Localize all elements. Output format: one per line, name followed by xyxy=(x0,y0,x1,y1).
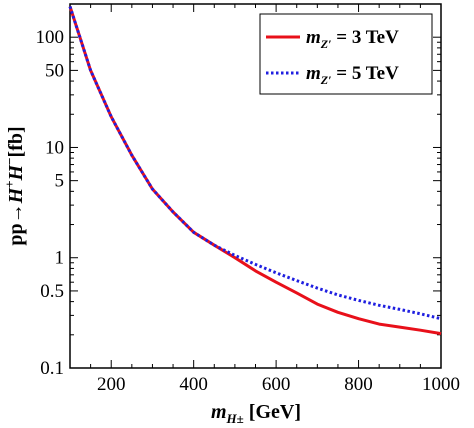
y-tick-label: 0.5 xyxy=(40,281,64,302)
y-tick-label: 5 xyxy=(55,171,65,192)
legend-label-5tev: mZ′ = 5 TeV xyxy=(306,63,399,87)
y-axis-label: pp→H+H−[fb] xyxy=(2,126,27,245)
legend-label-3tev: mZ′ = 3 TeV xyxy=(306,27,399,51)
y-tick-label: 50 xyxy=(45,60,64,81)
series-line-5tev xyxy=(68,6,442,321)
y-tick-label: 1 xyxy=(55,248,65,269)
y-tick-label: 0.1 xyxy=(40,358,64,379)
series-group xyxy=(68,6,442,336)
ticks-group: 200 400 600 800 1000 0.1 0.5 1 5 10 50 100 xyxy=(36,3,460,395)
legend-box xyxy=(259,13,433,95)
y-tick-label: 10 xyxy=(45,137,64,158)
x-tick-label: 600 xyxy=(262,374,291,395)
x-tick-label: 200 xyxy=(97,374,126,395)
x-axis-label: mH± [GeV] xyxy=(211,401,301,426)
x-tick-label: 400 xyxy=(179,374,208,395)
x-tick-label: 1000 xyxy=(422,374,460,395)
y-tick-label: 100 xyxy=(36,27,65,48)
x-tick-label: 800 xyxy=(344,374,373,395)
legend: mZ′ = 3 TeV mZ′ = 5 TeV xyxy=(259,13,433,95)
